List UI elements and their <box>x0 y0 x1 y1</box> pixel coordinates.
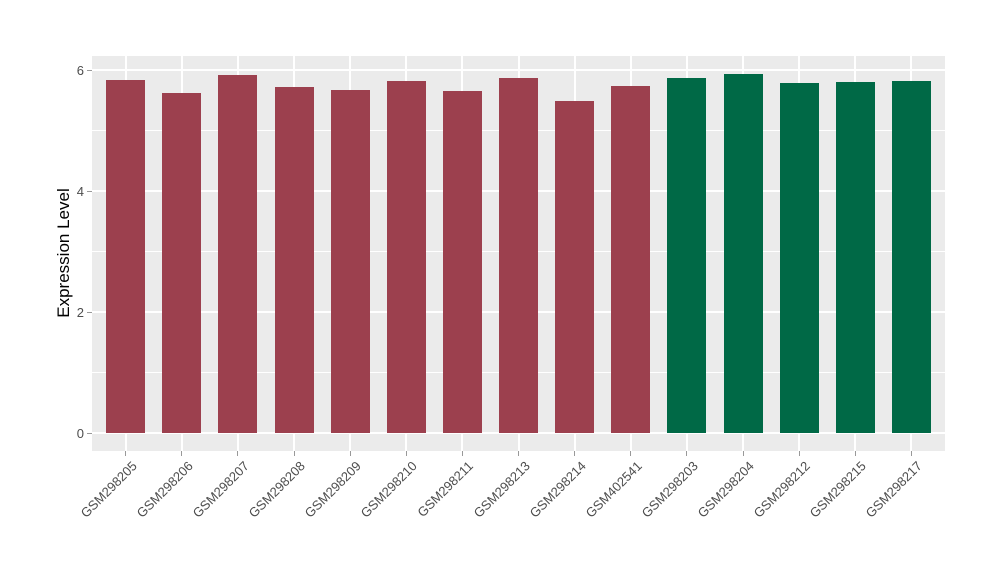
x-tick-label: GSM298212 <box>750 458 813 521</box>
x-tick-label: GSM298207 <box>189 458 252 521</box>
bar <box>667 78 707 433</box>
bar <box>274 86 314 433</box>
x-tick-label: GSM402541 <box>582 458 645 521</box>
x-tick <box>349 451 351 456</box>
x-tick <box>630 451 632 456</box>
bar <box>330 89 370 433</box>
y-tick-label: 0 <box>76 425 84 441</box>
x-tick <box>405 451 407 456</box>
bar <box>891 81 931 433</box>
bar <box>723 74 763 433</box>
x-tick-label: GSM298217 <box>862 458 926 521</box>
x-tick-label: GSM298209 <box>301 458 364 521</box>
y-tick <box>87 190 92 192</box>
x-tick <box>798 451 800 456</box>
x-tick-label: GSM298211 <box>414 458 477 520</box>
bar <box>779 82 819 433</box>
x-tick <box>854 451 856 456</box>
y-tick-label: 2 <box>76 304 84 320</box>
bar <box>106 79 146 433</box>
x-tick-label: GSM298213 <box>470 458 533 521</box>
x-tick <box>742 451 744 456</box>
x-tick <box>125 451 127 456</box>
x-tick <box>237 451 239 456</box>
y-tick-label: 4 <box>76 183 84 199</box>
x-tick <box>574 451 576 456</box>
bar <box>218 74 258 433</box>
x-tick <box>910 451 912 456</box>
x-tick <box>461 451 463 456</box>
x-tick-label: GSM298214 <box>526 458 589 521</box>
x-tick-label: GSM298205 <box>77 458 140 521</box>
x-tick <box>518 451 519 456</box>
x-tick-label: GSM298204 <box>694 458 757 521</box>
x-tick-label: GSM298215 <box>806 458 870 521</box>
x-tick <box>181 451 183 456</box>
bar <box>442 91 482 433</box>
bar <box>835 82 875 433</box>
bar <box>386 81 426 433</box>
x-tick-label: GSM298203 <box>638 458 701 521</box>
y-tick <box>87 69 92 71</box>
plot-panel <box>92 56 945 451</box>
bar <box>611 85 651 433</box>
y-tick <box>87 432 92 434</box>
bar <box>499 77 538 433</box>
x-tick <box>293 451 295 456</box>
bar <box>162 92 202 433</box>
x-tick-label: GSM298208 <box>245 458 308 521</box>
y-tick <box>87 311 92 313</box>
x-tick-label: GSM298210 <box>357 458 421 521</box>
x-tick <box>686 451 688 456</box>
x-tick-label: GSM298206 <box>133 458 196 521</box>
y-axis-title: Expression Level <box>54 188 73 318</box>
bar <box>555 101 595 433</box>
y-tick-label: 6 <box>76 62 84 78</box>
